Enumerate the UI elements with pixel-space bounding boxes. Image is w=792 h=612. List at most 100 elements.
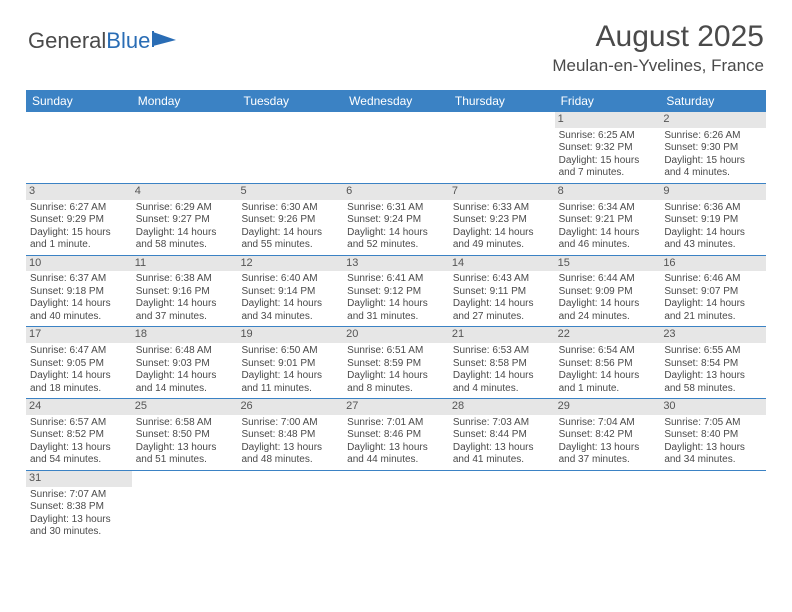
sunset-line: Sunset: 9:32 PM [559, 142, 657, 155]
calendar-day-cell: 20Sunrise: 6:51 AMSunset: 8:59 PMDayligh… [343, 327, 449, 398]
daylight-line: Daylight: 14 hours and 21 minutes. [664, 298, 762, 323]
weekday-header: Sunday [26, 90, 132, 112]
calendar-day-cell: 18Sunrise: 6:48 AMSunset: 9:03 PMDayligh… [132, 327, 238, 398]
sunrise-line: Sunrise: 6:43 AM [453, 273, 551, 286]
daylight-line: Daylight: 14 hours and 14 minutes. [136, 370, 234, 395]
sunset-line: Sunset: 9:27 PM [136, 214, 234, 227]
day-number: 24 [26, 399, 132, 415]
flag-icon [152, 30, 180, 53]
calendar-body: 1Sunrise: 6:25 AMSunset: 9:32 PMDaylight… [26, 112, 766, 542]
calendar-row: 10Sunrise: 6:37 AMSunset: 9:18 PMDayligh… [26, 256, 766, 328]
sunset-line: Sunset: 9:05 PM [30, 358, 128, 371]
title-block: August 2025 Meulan-en-Yvelines, France [552, 20, 764, 76]
sunrise-line: Sunrise: 7:07 AM [30, 489, 128, 502]
day-number: 13 [343, 256, 449, 272]
day-number: 5 [237, 184, 343, 200]
sunset-line: Sunset: 9:21 PM [559, 214, 657, 227]
sunrise-line: Sunrise: 6:55 AM [664, 345, 762, 358]
calendar-row: 31Sunrise: 7:07 AMSunset: 8:38 PMDayligh… [26, 471, 766, 542]
calendar-day-cell: 5Sunrise: 6:30 AMSunset: 9:26 PMDaylight… [237, 184, 343, 255]
sunrise-line: Sunrise: 6:38 AM [136, 273, 234, 286]
logo-text-blue: Blue [106, 28, 150, 54]
weekday-header: Thursday [449, 90, 555, 112]
calendar-empty-cell [449, 112, 555, 183]
calendar-day-cell: 29Sunrise: 7:04 AMSunset: 8:42 PMDayligh… [555, 399, 661, 470]
calendar-day-cell: 2Sunrise: 6:26 AMSunset: 9:30 PMDaylight… [660, 112, 766, 183]
sunrise-line: Sunrise: 7:04 AM [559, 417, 657, 430]
calendar-day-cell: 25Sunrise: 6:58 AMSunset: 8:50 PMDayligh… [132, 399, 238, 470]
sunrise-line: Sunrise: 6:30 AM [241, 202, 339, 215]
calendar-day-cell: 27Sunrise: 7:01 AMSunset: 8:46 PMDayligh… [343, 399, 449, 470]
daylight-line: Daylight: 14 hours and 4 minutes. [453, 370, 551, 395]
sunrise-line: Sunrise: 6:54 AM [559, 345, 657, 358]
sunset-line: Sunset: 9:11 PM [453, 286, 551, 299]
daylight-line: Daylight: 13 hours and 44 minutes. [347, 442, 445, 467]
header: GeneralBlue August 2025 Meulan-en-Yvelin… [0, 0, 792, 84]
sunset-line: Sunset: 8:42 PM [559, 429, 657, 442]
weekday-header: Tuesday [237, 90, 343, 112]
calendar-day-cell: 6Sunrise: 6:31 AMSunset: 9:24 PMDaylight… [343, 184, 449, 255]
day-number: 12 [237, 256, 343, 272]
day-number: 15 [555, 256, 661, 272]
calendar-empty-cell [237, 112, 343, 183]
sunset-line: Sunset: 9:09 PM [559, 286, 657, 299]
daylight-line: Daylight: 14 hours and 18 minutes. [30, 370, 128, 395]
daylight-line: Daylight: 13 hours and 48 minutes. [241, 442, 339, 467]
calendar-empty-cell [132, 471, 238, 542]
calendar-row: 1Sunrise: 6:25 AMSunset: 9:32 PMDaylight… [26, 112, 766, 184]
day-number: 30 [660, 399, 766, 415]
calendar-empty-cell [132, 112, 238, 183]
day-number: 2 [660, 112, 766, 128]
daylight-line: Daylight: 14 hours and 31 minutes. [347, 298, 445, 323]
sunset-line: Sunset: 9:07 PM [664, 286, 762, 299]
sunrise-line: Sunrise: 6:57 AM [30, 417, 128, 430]
day-number: 7 [449, 184, 555, 200]
sunrise-line: Sunrise: 7:03 AM [453, 417, 551, 430]
calendar-day-cell: 23Sunrise: 6:55 AMSunset: 8:54 PMDayligh… [660, 327, 766, 398]
calendar-day-cell: 1Sunrise: 6:25 AMSunset: 9:32 PMDaylight… [555, 112, 661, 183]
sunrise-line: Sunrise: 6:58 AM [136, 417, 234, 430]
sunrise-line: Sunrise: 6:41 AM [347, 273, 445, 286]
sunrise-line: Sunrise: 6:27 AM [30, 202, 128, 215]
calendar-empty-cell [555, 471, 661, 542]
calendar-empty-cell [26, 112, 132, 183]
day-number: 18 [132, 327, 238, 343]
sunrise-line: Sunrise: 6:33 AM [453, 202, 551, 215]
daylight-line: Daylight: 14 hours and 24 minutes. [559, 298, 657, 323]
day-number: 6 [343, 184, 449, 200]
calendar: SundayMondayTuesdayWednesdayThursdayFrid… [26, 90, 766, 542]
sunset-line: Sunset: 9:12 PM [347, 286, 445, 299]
day-number: 17 [26, 327, 132, 343]
daylight-line: Daylight: 14 hours and 43 minutes. [664, 227, 762, 252]
sunset-line: Sunset: 9:26 PM [241, 214, 339, 227]
day-number: 11 [132, 256, 238, 272]
day-number: 23 [660, 327, 766, 343]
sunset-line: Sunset: 9:01 PM [241, 358, 339, 371]
calendar-day-cell: 31Sunrise: 7:07 AMSunset: 8:38 PMDayligh… [26, 471, 132, 542]
daylight-line: Daylight: 14 hours and 46 minutes. [559, 227, 657, 252]
sunrise-line: Sunrise: 6:40 AM [241, 273, 339, 286]
calendar-row: 3Sunrise: 6:27 AMSunset: 9:29 PMDaylight… [26, 184, 766, 256]
calendar-empty-cell [660, 471, 766, 542]
weekday-header: Monday [132, 90, 238, 112]
weekday-header: Friday [555, 90, 661, 112]
daylight-line: Daylight: 13 hours and 30 minutes. [30, 514, 128, 539]
sunset-line: Sunset: 8:44 PM [453, 429, 551, 442]
day-number: 26 [237, 399, 343, 415]
sunrise-line: Sunrise: 7:00 AM [241, 417, 339, 430]
sunset-line: Sunset: 8:50 PM [136, 429, 234, 442]
sunrise-line: Sunrise: 7:05 AM [664, 417, 762, 430]
sunset-line: Sunset: 8:56 PM [559, 358, 657, 371]
daylight-line: Daylight: 14 hours and 8 minutes. [347, 370, 445, 395]
sunset-line: Sunset: 8:46 PM [347, 429, 445, 442]
daylight-line: Daylight: 13 hours and 58 minutes. [664, 370, 762, 395]
daylight-line: Daylight: 14 hours and 49 minutes. [453, 227, 551, 252]
day-number: 22 [555, 327, 661, 343]
calendar-day-cell: 15Sunrise: 6:44 AMSunset: 9:09 PMDayligh… [555, 256, 661, 327]
sunset-line: Sunset: 8:38 PM [30, 501, 128, 514]
sunrise-line: Sunrise: 6:51 AM [347, 345, 445, 358]
calendar-day-cell: 21Sunrise: 6:53 AMSunset: 8:58 PMDayligh… [449, 327, 555, 398]
daylight-line: Daylight: 14 hours and 40 minutes. [30, 298, 128, 323]
weekday-header: Saturday [660, 90, 766, 112]
calendar-day-cell: 7Sunrise: 6:33 AMSunset: 9:23 PMDaylight… [449, 184, 555, 255]
